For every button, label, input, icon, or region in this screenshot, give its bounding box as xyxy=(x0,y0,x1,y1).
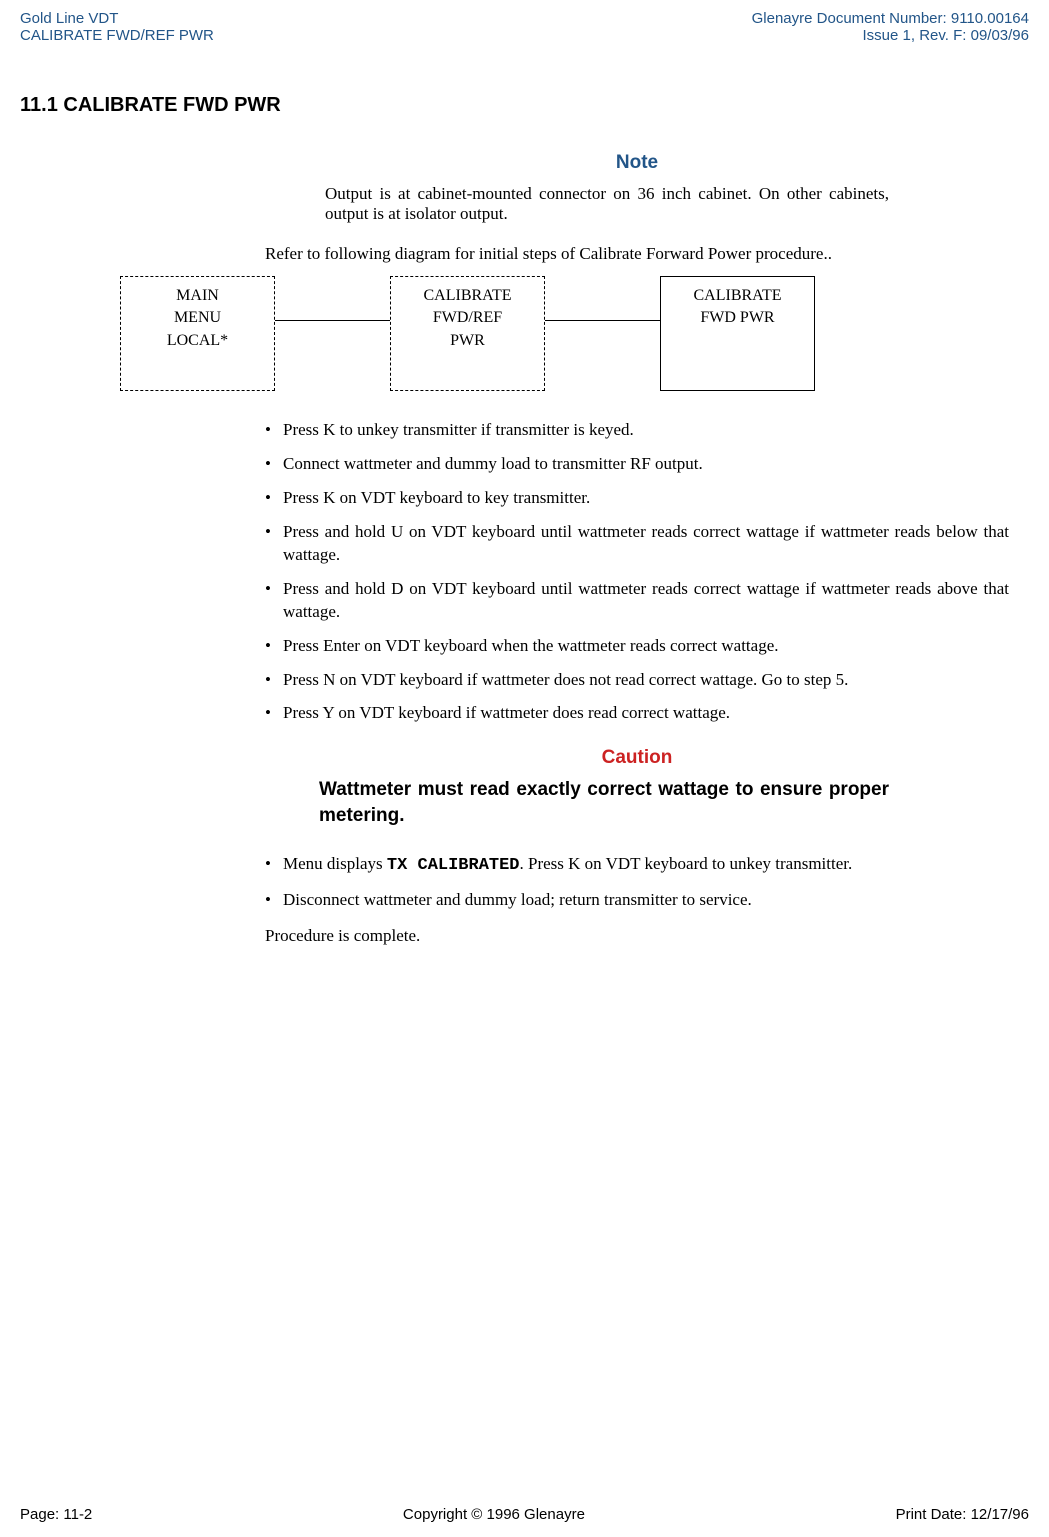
bullet-item: Menu displays TX CALIBRATED. Press K on … xyxy=(265,853,1009,878)
diagram-text: FWD PWR xyxy=(700,307,774,329)
diagram-text: MAIN xyxy=(176,285,219,307)
copyright: Copyright © 1996 Glenayre xyxy=(403,1506,585,1523)
diagram-text: MENU xyxy=(174,307,221,329)
diagram-text: CALIBRATE xyxy=(694,285,782,307)
note-body: Output is at cabinet-mounted connector o… xyxy=(325,184,889,224)
section-name: CALIBRATE FWD/REF PWR xyxy=(20,27,214,44)
content-block: Note Output is at cabinet-mounted connec… xyxy=(265,152,1009,264)
tx-calibrated-code: TX CALIBRATED xyxy=(387,856,520,875)
diagram-text: PWR xyxy=(450,330,485,352)
note-heading: Note xyxy=(265,152,1009,174)
bullet-item: Press N on VDT keyboard if wattmeter doe… xyxy=(265,669,1009,692)
print-date: Print Date: 12/17/96 xyxy=(896,1506,1029,1523)
diagram-box-calibrate-fwd: CALIBRATE FWD PWR xyxy=(660,276,815,391)
bullet-item: Press Y on VDT keyboard if wattmeter doe… xyxy=(265,702,1009,725)
bullet-item: Disconnect wattmeter and dummy load; ret… xyxy=(265,889,1009,912)
header-right: Glenayre Document Number: 9110.00164 Iss… xyxy=(752,10,1029,44)
procedure-complete: Procedure is complete. xyxy=(265,926,1009,946)
refer-line: Refer to following diagram for initial s… xyxy=(265,244,1009,264)
section-heading: 11.1 CALIBRATE FWD PWR xyxy=(20,94,1029,117)
header-left: Gold Line VDT CALIBRATE FWD/REF PWR xyxy=(20,10,214,44)
page-number: Page: 11-2 xyxy=(20,1506,92,1523)
diagram-text: FWD/REF xyxy=(433,307,502,329)
diagram-box-calibrate-fwdref: CALIBRATE FWD/REF PWR xyxy=(390,276,545,391)
product-name: Gold Line VDT xyxy=(20,10,214,27)
page-footer: Page: 11-2 Copyright © 1996 Glenayre Pri… xyxy=(20,1506,1029,1523)
diagram-text: LOCAL* xyxy=(167,330,228,352)
diagram-connector xyxy=(275,276,390,391)
bullet-item: Press K on VDT keyboard to key transmitt… xyxy=(265,487,1009,510)
page-header: Gold Line VDT CALIBRATE FWD/REF PWR Glen… xyxy=(20,10,1029,44)
bullet-item: Press K to unkey transmitter if transmit… xyxy=(265,419,1009,442)
caution-body: Wattmeter must read exactly correct watt… xyxy=(319,777,889,828)
bullet-item: Connect wattmeter and dummy load to tran… xyxy=(265,453,1009,476)
diagram-connector xyxy=(545,276,660,391)
caution-heading: Caution xyxy=(265,747,1009,769)
issue-rev: Issue 1, Rev. F: 09/03/96 xyxy=(752,27,1029,44)
doc-number: Glenayre Document Number: 9110.00164 xyxy=(752,10,1029,27)
diagram-box-main-menu: MAIN MENU LOCAL* xyxy=(120,276,275,391)
bullet-text-prefix: Menu displays xyxy=(283,854,387,873)
diagram-text: CALIBRATE xyxy=(424,285,512,307)
bullet-text-suffix: . Press K on VDT keyboard to unkey trans… xyxy=(520,854,853,873)
bullets-group-1: Press K to unkey transmitter if transmit… xyxy=(265,419,1009,946)
bullets-group-2: Menu displays TX CALIBRATED. Press K on … xyxy=(265,853,1009,912)
bullet-item: Press Enter on VDT keyboard when the wat… xyxy=(265,635,1009,658)
bullet-item: Press and hold U on VDT keyboard until w… xyxy=(265,521,1009,567)
step-diagram: MAIN MENU LOCAL* CALIBRATE FWD/REF PWR C… xyxy=(120,276,1029,391)
bullet-item: Press and hold D on VDT keyboard until w… xyxy=(265,578,1009,624)
